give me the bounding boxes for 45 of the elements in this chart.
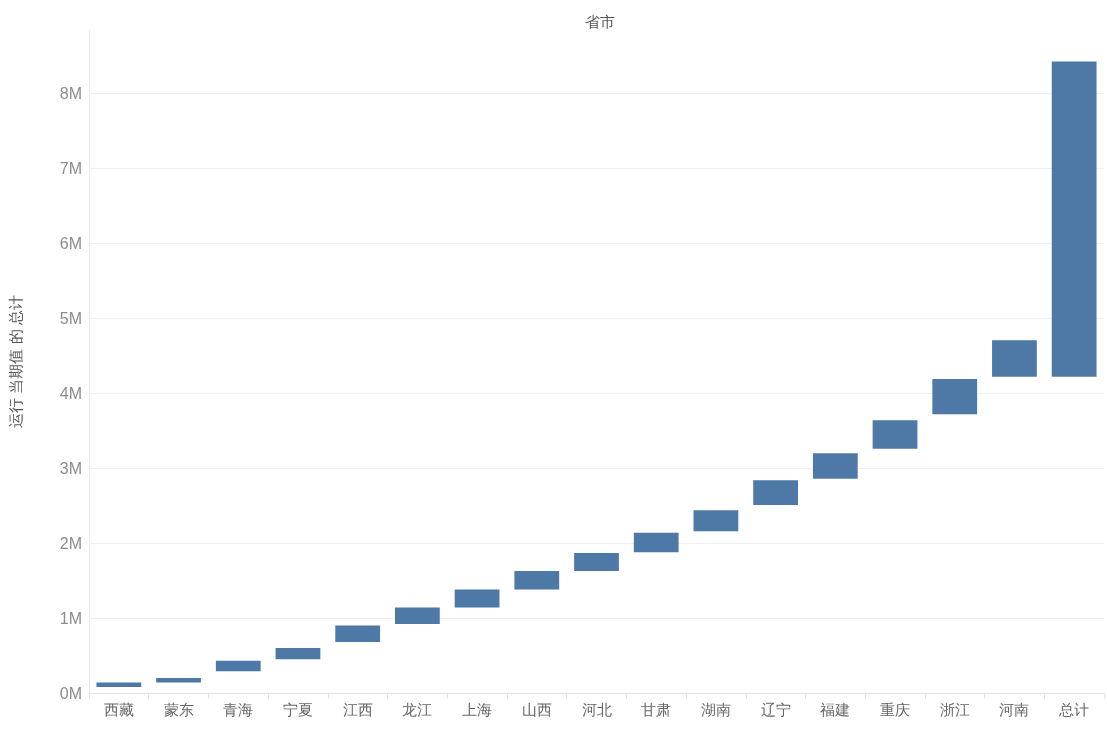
x-tick-label: 西藏 bbox=[103, 701, 134, 718]
x-tick-label: 福建 bbox=[820, 701, 851, 718]
y-tick-label: 3M bbox=[59, 459, 82, 477]
y-tick-label: 2M bbox=[59, 534, 82, 552]
bar bbox=[872, 420, 918, 449]
x-tick-label: 山西 bbox=[521, 701, 552, 718]
x-tick-label: 河北 bbox=[581, 701, 612, 718]
x-tick-label: 辽宁 bbox=[760, 701, 791, 718]
x-tick-label: 青海 bbox=[223, 701, 254, 718]
y-tick-label: 4M bbox=[59, 384, 82, 402]
bar bbox=[753, 480, 799, 505]
x-tick-label: 江西 bbox=[342, 701, 373, 718]
y-tick-label: 7M bbox=[59, 160, 82, 178]
x-tick-label: 总计 bbox=[1058, 701, 1090, 718]
y-axis-title: 运行 当期值 的 总计 bbox=[7, 295, 24, 428]
bar bbox=[156, 678, 201, 683]
bar bbox=[454, 589, 500, 608]
x-tick-label: 龙江 bbox=[402, 701, 433, 718]
y-tick-label: 1M bbox=[59, 609, 82, 627]
y-tick-label: 0M bbox=[59, 684, 82, 702]
bar bbox=[693, 510, 739, 532]
bar bbox=[992, 340, 1037, 377]
y-tick-label: 8M bbox=[59, 85, 82, 103]
bar bbox=[335, 625, 381, 643]
x-tick-label: 上海 bbox=[462, 701, 493, 718]
y-tick-label: 6M bbox=[59, 235, 82, 253]
y-tick-label: 5M bbox=[59, 309, 82, 327]
x-tick-label: 蒙东 bbox=[163, 701, 194, 718]
x-tick-label: 宁夏 bbox=[282, 701, 313, 718]
x-tick-label: 湖南 bbox=[700, 701, 731, 718]
bar bbox=[96, 682, 142, 688]
bar bbox=[1051, 61, 1097, 377]
bar bbox=[514, 570, 560, 590]
x-tick-label: 重庆 bbox=[880, 701, 911, 718]
bar bbox=[932, 379, 978, 415]
x-tick-label: 浙江 bbox=[939, 701, 970, 718]
x-tick-label: 甘肃 bbox=[641, 701, 672, 718]
x-tick-label: 河南 bbox=[999, 701, 1030, 718]
x-axis-title: 省市 bbox=[584, 13, 615, 30]
bar bbox=[633, 532, 679, 553]
bar bbox=[394, 607, 440, 625]
bar bbox=[812, 453, 858, 479]
bar bbox=[574, 552, 619, 571]
bar bbox=[215, 660, 261, 672]
bar bbox=[275, 648, 321, 660]
